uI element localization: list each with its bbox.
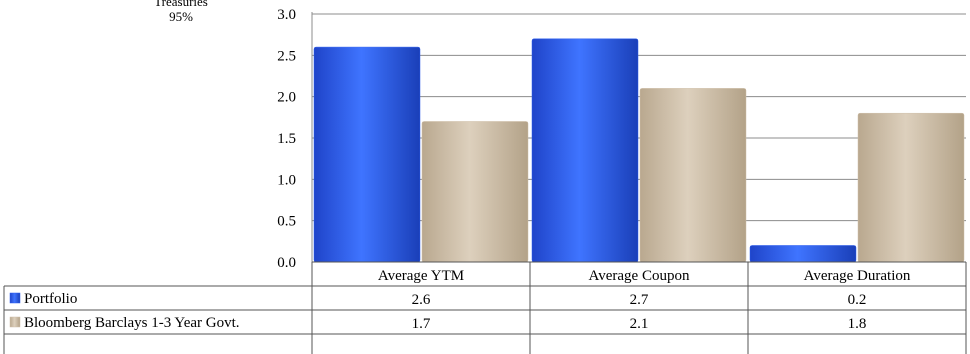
x-category-label: Average Coupon: [589, 268, 690, 284]
data-value-label: 2.7: [630, 292, 649, 308]
bar-portfolio: [531, 38, 639, 263]
y-tick-label: 0.0: [277, 255, 296, 271]
bar-benchmark: [421, 121, 529, 263]
legend-series-name: Bloomberg Barclays 1-3 Year Govt.: [24, 315, 240, 331]
corner-label-line2: 95%: [169, 9, 193, 24]
corner-label: Treasuries 95%: [126, 0, 236, 24]
legend-swatch: [9, 292, 21, 304]
y-tick-label: 0.5: [277, 214, 296, 230]
data-value-label: 1.7: [412, 316, 431, 332]
y-tick-label: 2.0: [277, 90, 296, 106]
bar-benchmark: [857, 112, 965, 263]
bar-portfolio: [749, 245, 857, 263]
bar-benchmark: [639, 88, 747, 263]
data-value-label: 1.8: [848, 316, 867, 332]
data-value-label: 2.6: [412, 292, 431, 308]
gridlines: [312, 13, 966, 222]
x-category-label: Average YTM: [378, 268, 464, 284]
bars: [313, 38, 965, 263]
legend-series-name: Portfolio: [24, 291, 77, 307]
y-tick-label: 2.5: [277, 48, 296, 64]
bar-portfolio: [313, 46, 421, 263]
data-table: Average YTM Average Coupon Average Duratio…: [3, 261, 967, 354]
legend-swatch: [9, 316, 21, 328]
data-value-label: 2.1: [630, 316, 649, 332]
x-category-label: Average Duration: [804, 268, 911, 284]
data-value-label: 0.2: [848, 292, 867, 308]
y-axis: 0.0 0.5 1.0 1.5 2.0 2.5 3.0: [277, 7, 313, 271]
y-tick-label: 1.5: [277, 131, 296, 147]
y-tick-label: 3.0: [277, 7, 296, 23]
y-tick-label: 1.0: [277, 172, 296, 188]
corner-label-line1: Treasuries: [154, 0, 208, 9]
